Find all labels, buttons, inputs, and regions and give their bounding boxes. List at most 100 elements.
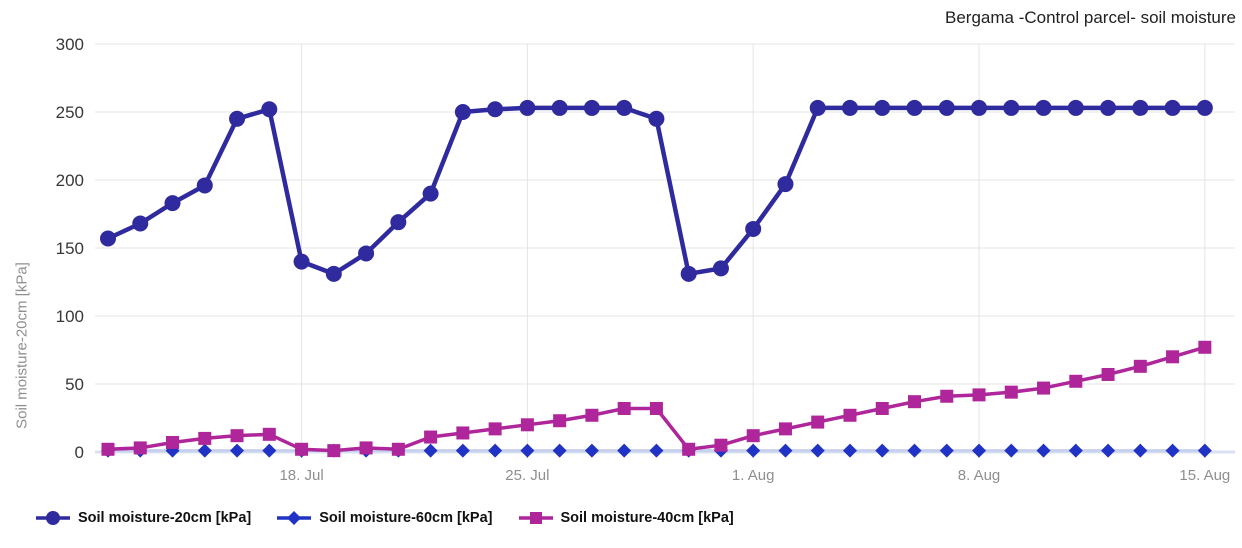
data-point-diamond: [1036, 443, 1051, 458]
data-point-circle: [422, 185, 439, 202]
data-point-square: [875, 401, 889, 415]
data-point-diamond: [939, 443, 954, 458]
y-tick-label: 300: [56, 35, 84, 54]
legend: Soil moisture-20cm [kPa] Soil moisture-60…: [36, 509, 734, 527]
series-circle: [100, 99, 1213, 282]
data-point-diamond: [649, 443, 664, 458]
data-point-circle: [874, 99, 891, 116]
data-point-circle: [971, 99, 988, 116]
x-tick-label: 15. Aug: [1179, 467, 1230, 484]
data-point-square: [908, 395, 921, 409]
y-tick-label: 250: [56, 103, 84, 122]
legend-square-marker-icon: [518, 512, 553, 524]
data-point-circle: [261, 101, 278, 118]
data-point-diamond: [552, 443, 567, 458]
data-point-square: [972, 388, 986, 402]
data-point-square: [166, 435, 180, 449]
data-point-square: [262, 427, 276, 441]
data-point-square: [1101, 367, 1115, 381]
legend-label: Soil moisture-20cm [kPa]: [78, 510, 252, 526]
data-point-square: [230, 429, 244, 443]
data-point-diamond: [972, 443, 987, 458]
data-point-diamond: [197, 443, 212, 458]
data-point-square: [843, 408, 857, 422]
y-tick-label: 50: [65, 375, 84, 394]
legend-marker-shape: [46, 511, 60, 525]
y-tick-label: 0: [75, 443, 84, 462]
series-line: [107, 105, 1205, 277]
data-point-square: [488, 422, 502, 436]
x-tick-label: 1. Aug: [732, 467, 775, 484]
x-tick-label: 25. Jul: [505, 467, 549, 484]
chart-title: Bergama -Control parcel- soil moisture: [945, 8, 1236, 27]
data-point-square: [198, 431, 212, 445]
y-tick-label: 150: [56, 239, 84, 258]
data-point-diamond: [1004, 443, 1019, 458]
data-point-diamond: [617, 443, 632, 458]
data-point-square: [1069, 374, 1083, 388]
data-point-circle: [325, 265, 342, 282]
data-point-square: [1198, 340, 1212, 354]
data-point-circle: [519, 99, 536, 116]
data-point-circle: [100, 230, 116, 247]
data-point-circle: [841, 99, 858, 116]
data-point-circle: [616, 99, 633, 116]
data-point-diamond: [746, 443, 761, 458]
data-point-circle: [390, 214, 407, 231]
data-point-diamond: [842, 443, 857, 458]
data-point-square: [391, 442, 405, 456]
data-point-square: [1133, 359, 1147, 373]
legend-label: Soil moisture-60cm [kPa]: [319, 510, 493, 526]
data-point-circle: [777, 176, 794, 193]
data-point-circle: [745, 220, 762, 237]
data-point-square: [811, 415, 825, 429]
data-point-circle: [1196, 99, 1213, 116]
data-point-square: [714, 438, 728, 452]
data-point-circle: [1035, 99, 1052, 116]
legend-item-circle[interactable]: Soil moisture-20cm [kPa]: [36, 509, 251, 527]
data-point-square: [649, 401, 663, 415]
legend-item-diamond[interactable]: Soil moisture-60cm [kPa]: [277, 509, 493, 527]
legend-item-square[interactable]: Soil moisture-40cm [kPa]: [518, 509, 734, 527]
data-point-square: [746, 429, 760, 443]
data-point-square: [1004, 385, 1018, 399]
data-point-diamond: [520, 443, 535, 458]
data-point-diamond: [907, 443, 922, 458]
y-tick-label: 200: [56, 171, 84, 190]
series-diamond: [101, 443, 1212, 458]
data-point-square: [682, 442, 696, 456]
data-point-square: [359, 441, 373, 455]
legend-diamond-marker-icon: [277, 511, 312, 525]
legend-circle-marker-icon: [36, 511, 70, 525]
data-point-square: [585, 408, 599, 422]
data-point-circle: [1132, 99, 1149, 116]
data-point-circle: [809, 99, 826, 116]
data-point-diamond: [1101, 443, 1116, 458]
series-square: [101, 340, 1212, 458]
plot-area: 0 50 100 150 200 250 300 18. Jul 25. Jul 1. Aug 8.…: [56, 35, 1235, 484]
legend-marker-shape: [529, 512, 542, 524]
data-point-circle: [1164, 99, 1181, 116]
data-point-circle: [487, 101, 504, 118]
data-point-circle: [293, 253, 310, 270]
data-point-square: [101, 442, 115, 456]
data-point-circle: [648, 110, 665, 127]
legend-marker-shape: [287, 511, 302, 525]
data-point-diamond: [1068, 443, 1083, 458]
data-point-circle: [358, 245, 375, 262]
data-point-circle: [551, 99, 568, 116]
data-point-square: [778, 422, 792, 436]
data-point-diamond: [488, 443, 503, 458]
data-point-diamond: [778, 443, 793, 458]
data-point-square: [520, 418, 534, 432]
y-axis-title: Soil moisture-20cm [kPa]: [13, 262, 31, 429]
data-point-circle: [1100, 99, 1117, 116]
data-point-diamond: [455, 443, 470, 458]
data-point-circle: [1067, 99, 1084, 116]
data-point-square: [1166, 350, 1180, 364]
data-point-diamond: [262, 443, 277, 458]
data-point-square: [553, 414, 567, 428]
data-point-circle: [229, 110, 246, 127]
data-point-circle: [196, 177, 213, 194]
data-point-diamond: [230, 443, 245, 458]
